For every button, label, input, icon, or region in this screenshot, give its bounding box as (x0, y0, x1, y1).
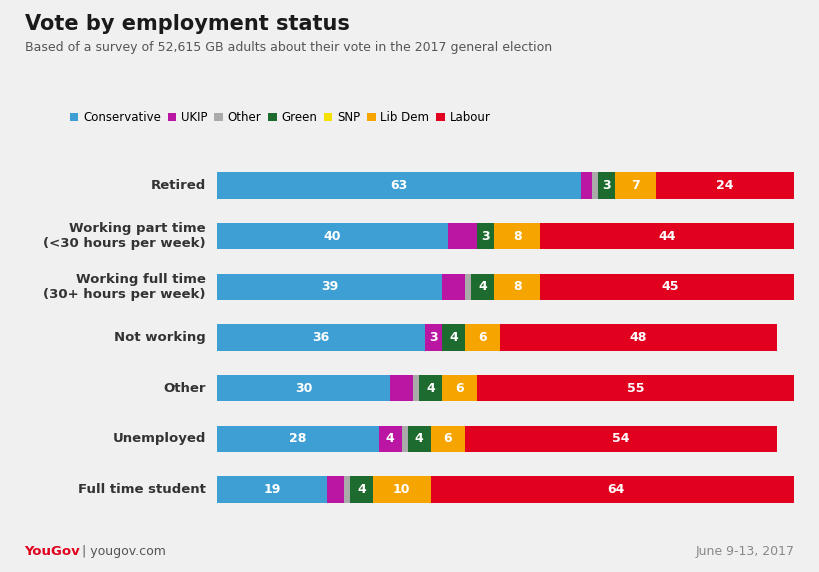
Text: 4: 4 (414, 432, 423, 446)
Bar (477, 375, 794, 402)
Text: 28: 28 (289, 432, 306, 446)
Bar (541, 273, 800, 300)
Bar (373, 476, 431, 503)
Bar (541, 223, 794, 249)
Text: 10: 10 (393, 483, 410, 496)
Bar (615, 172, 656, 198)
Bar (419, 375, 442, 402)
Text: 3: 3 (603, 179, 611, 192)
Bar (465, 273, 471, 300)
Bar (442, 273, 465, 300)
Text: 55: 55 (627, 382, 645, 395)
Bar (471, 273, 494, 300)
Bar (217, 273, 442, 300)
Bar (217, 172, 581, 198)
Bar (402, 426, 408, 452)
Text: 4: 4 (386, 432, 395, 446)
Text: 39: 39 (321, 280, 338, 293)
Text: 8: 8 (513, 280, 522, 293)
Bar (344, 476, 350, 503)
Text: 8: 8 (513, 229, 522, 243)
Bar (414, 375, 419, 402)
Bar (217, 476, 327, 503)
Text: YouGov: YouGov (25, 545, 80, 558)
Bar (217, 223, 448, 249)
Text: 3: 3 (429, 331, 438, 344)
Bar (494, 273, 541, 300)
Text: 54: 54 (613, 432, 630, 446)
Text: 36: 36 (312, 331, 329, 344)
Bar (217, 375, 391, 402)
Text: 7: 7 (631, 179, 640, 192)
Bar (598, 172, 615, 198)
Text: 6: 6 (478, 331, 487, 344)
Text: 3: 3 (482, 229, 490, 243)
Text: Based of a survey of 52,615 GB adults about their vote in the 2017 general elect: Based of a survey of 52,615 GB adults ab… (25, 41, 552, 54)
Bar (448, 223, 477, 249)
Bar (217, 324, 425, 351)
Text: Vote by employment status: Vote by employment status (25, 14, 350, 34)
Text: 40: 40 (324, 229, 342, 243)
Text: 4: 4 (478, 280, 487, 293)
Bar (425, 324, 442, 351)
Text: 48: 48 (630, 331, 647, 344)
Bar (581, 172, 592, 198)
Text: 44: 44 (658, 229, 676, 243)
Bar (431, 476, 800, 503)
Text: June 9-13, 2017: June 9-13, 2017 (695, 545, 794, 558)
Text: 4: 4 (450, 331, 458, 344)
Bar (431, 426, 465, 452)
Text: 30: 30 (295, 382, 312, 395)
Bar (500, 324, 777, 351)
Text: 6: 6 (455, 382, 464, 395)
Bar (465, 426, 777, 452)
Bar (327, 476, 344, 503)
Text: 63: 63 (391, 179, 408, 192)
Text: 24: 24 (717, 179, 734, 192)
Text: 45: 45 (662, 280, 679, 293)
Text: 4: 4 (357, 483, 366, 496)
Bar (391, 375, 414, 402)
Text: | yougov.com: | yougov.com (78, 545, 165, 558)
Bar (465, 324, 500, 351)
Bar (442, 375, 477, 402)
Text: 4: 4 (427, 382, 435, 395)
Bar (592, 172, 598, 198)
Text: 19: 19 (263, 483, 281, 496)
Text: 6: 6 (444, 432, 452, 446)
Bar (494, 223, 541, 249)
Bar (477, 223, 494, 249)
Bar (350, 476, 373, 503)
Bar (378, 426, 402, 452)
Legend: Conservative, UKIP, Other, Green, SNP, Lib Dem, Labour: Conservative, UKIP, Other, Green, SNP, L… (70, 111, 491, 124)
Bar (408, 426, 431, 452)
Bar (217, 426, 378, 452)
Bar (656, 172, 794, 198)
Bar (442, 324, 465, 351)
Text: 64: 64 (607, 483, 624, 496)
